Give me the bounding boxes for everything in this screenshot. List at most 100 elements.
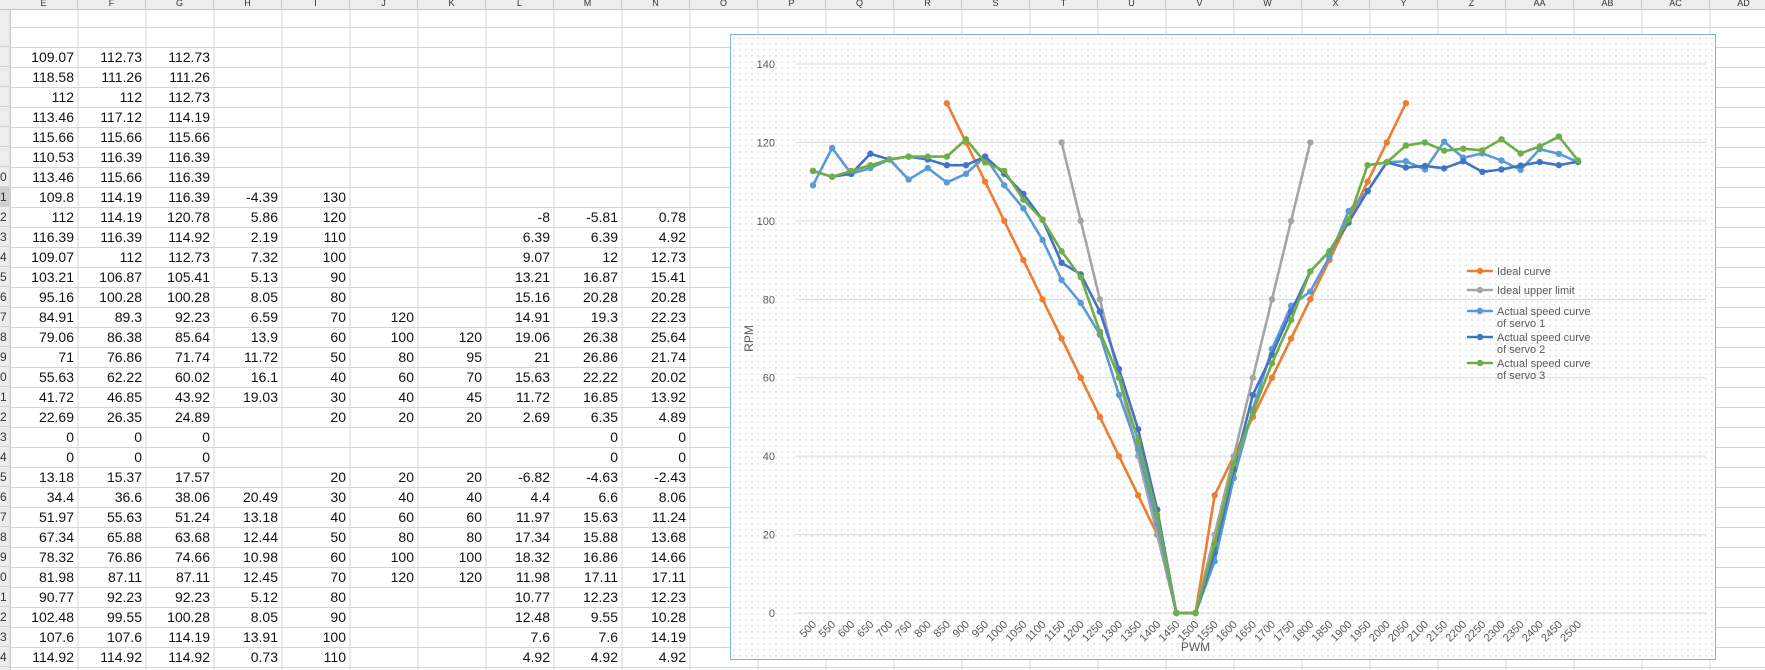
cell-l-row-14[interactable]: 14.91 <box>514 309 550 325</box>
row-header[interactable]: 8 <box>0 527 10 547</box>
row-header[interactable]: 9 <box>0 347 10 367</box>
row-header[interactable]: 2 <box>0 207 10 227</box>
cell-i-row-17[interactable]: 40 <box>330 369 346 385</box>
cell-g-row-9[interactable]: 120.78 <box>167 209 210 225</box>
cell-g-row-16[interactable]: 71.74 <box>174 349 210 365</box>
cell-l-row-27[interactable]: 11.98 <box>516 569 550 585</box>
cell-g-row-24[interactable]: 51.24 <box>174 509 210 525</box>
cell-h-row-27[interactable]: 12.45 <box>242 569 278 585</box>
cell-g-row-20[interactable]: 0 <box>202 429 210 445</box>
cell-i-row-8[interactable]: 130 <box>322 189 346 205</box>
row-header[interactable]: 7 <box>0 507 10 527</box>
cell-g-row-28[interactable]: 92.23 <box>174 589 210 605</box>
column-header-r[interactable]: R <box>894 0 962 9</box>
column-header-i[interactable]: I <box>282 0 350 9</box>
cell-e-row-29[interactable]: 102.48 <box>31 609 74 625</box>
cell-k-row-18[interactable]: 45 <box>466 389 482 405</box>
cell-m-row-21[interactable]: 0 <box>610 449 618 465</box>
cell-g-row-14[interactable]: 92.23 <box>174 309 210 325</box>
column-header-j[interactable]: J <box>350 0 418 9</box>
row-header[interactable] <box>0 67 10 87</box>
cell-f-row-28[interactable]: 92.23 <box>106 589 142 605</box>
cell-e-row-11[interactable]: 109.07 <box>31 249 74 265</box>
cell-l-row-29[interactable]: 12.48 <box>514 609 550 625</box>
cell-m-row-17[interactable]: 22.22 <box>582 369 618 385</box>
cell-g-row-15[interactable]: 85.64 <box>174 329 210 345</box>
cell-h-row-17[interactable]: 16.1 <box>250 369 278 385</box>
cell-h-row-12[interactable]: 5.13 <box>250 269 278 285</box>
cell-n-row-17[interactable]: 20.02 <box>650 369 686 385</box>
cell-f-row-12[interactable]: 106.87 <box>99 269 142 285</box>
row-header[interactable]: 6 <box>0 287 10 307</box>
cell-k-row-26[interactable]: 100 <box>458 549 482 565</box>
cell-h-row-25[interactable]: 12.44 <box>242 529 278 545</box>
cell-e-row-17[interactable]: 55.63 <box>38 369 74 385</box>
cell-i-row-30[interactable]: 100 <box>322 629 346 645</box>
cell-f-row-15[interactable]: 86.38 <box>106 329 142 345</box>
cell-f-row-27[interactable]: 87.11 <box>108 569 142 585</box>
cell-j-row-15[interactable]: 100 <box>390 329 414 345</box>
cell-g-row-3[interactable]: 112.73 <box>168 89 210 105</box>
rpm-vs-pwm-chart[interactable]: 0 20 40 60 80 100 120 140 500 550 600 650 700 750 800 8… <box>730 34 1716 660</box>
cell-m-row-29[interactable]: 9.55 <box>590 609 618 625</box>
cell-m-row-30[interactable]: 7.6 <box>598 629 618 645</box>
row-header[interactable] <box>0 47 10 67</box>
cell-k-row-22[interactable]: 20 <box>466 469 482 485</box>
cell-n-row-23[interactable]: 8.06 <box>658 489 686 505</box>
cell-k-row-15[interactable]: 120 <box>458 329 482 345</box>
cell-m-row-31[interactable]: 4.92 <box>590 649 618 665</box>
cell-h-row-24[interactable]: 13.18 <box>242 509 278 525</box>
cell-h-row-18[interactable]: 19.03 <box>242 389 278 405</box>
cell-f-row-2[interactable]: 111.26 <box>101 69 142 85</box>
cell-j-row-16[interactable]: 80 <box>398 349 414 365</box>
cell-k-row-25[interactable]: 80 <box>466 529 482 545</box>
row-header[interactable]: 0 <box>0 367 10 387</box>
cell-e-row-23[interactable]: 34.4 <box>46 489 74 505</box>
cell-e-row-27[interactable]: 81.98 <box>38 569 74 585</box>
cell-f-row-31[interactable]: 114.92 <box>100 649 142 665</box>
row-header[interactable] <box>0 147 10 167</box>
cell-h-row-16[interactable]: 11.72 <box>244 349 278 365</box>
cell-i-row-16[interactable]: 50 <box>330 349 346 365</box>
cell-l-row-11[interactable]: 9.07 <box>522 249 550 265</box>
cell-n-row-13[interactable]: 20.28 <box>650 289 686 305</box>
cell-g-row-2[interactable]: 111.26 <box>169 69 210 85</box>
cell-g-row-23[interactable]: 38.06 <box>174 489 210 505</box>
cell-i-row-22[interactable]: 20 <box>330 469 346 485</box>
cell-n-row-9[interactable]: 0.78 <box>658 209 686 225</box>
row-header[interactable]: 6 <box>0 487 10 507</box>
row-header[interactable]: 5 <box>0 467 10 487</box>
cell-n-row-11[interactable]: 12.73 <box>650 249 686 265</box>
row-header[interactable]: 0 <box>0 167 10 187</box>
row-header[interactable]: 3 <box>0 427 10 447</box>
cell-l-row-17[interactable]: 15.63 <box>514 369 550 385</box>
cell-n-row-19[interactable]: 4.89 <box>658 409 686 425</box>
cell-l-row-23[interactable]: 4.4 <box>530 489 550 505</box>
column-header-ad[interactable]: AD <box>1710 0 1765 9</box>
cell-n-row-29[interactable]: 10.28 <box>650 609 686 625</box>
row-header[interactable]: 2 <box>0 407 10 427</box>
column-header-l[interactable]: L <box>486 0 554 9</box>
cell-j-row-18[interactable]: 40 <box>398 389 414 405</box>
cell-n-row-24[interactable]: 11.24 <box>652 509 686 525</box>
cell-m-row-25[interactable]: 15.88 <box>582 529 618 545</box>
cell-j-row-17[interactable]: 60 <box>398 369 414 385</box>
cell-g-row-1[interactable]: 112.73 <box>168 49 210 65</box>
cell-f-row-16[interactable]: 76.86 <box>106 349 142 365</box>
cell-f-row-29[interactable]: 99.55 <box>106 609 142 625</box>
cell-m-row-27[interactable]: 17.11 <box>584 569 618 585</box>
row-header[interactable]: 1 <box>0 587 10 607</box>
cell-g-row-30[interactable]: 114.19 <box>168 629 210 645</box>
cell-g-row-21[interactable]: 0 <box>202 449 210 465</box>
cell-l-row-19[interactable]: 2.69 <box>522 409 550 425</box>
cell-i-row-18[interactable]: 30 <box>330 389 346 405</box>
cell-e-row-30[interactable]: 107.6 <box>38 629 74 645</box>
cell-n-row-15[interactable]: 25.64 <box>650 329 686 345</box>
cell-g-row-5[interactable]: 115.66 <box>168 129 210 145</box>
cell-l-row-28[interactable]: 10.77 <box>514 589 550 605</box>
cell-f-row-30[interactable]: 107.6 <box>106 629 142 645</box>
cell-f-row-13[interactable]: 100.28 <box>99 289 142 305</box>
cell-n-row-10[interactable]: 4.92 <box>658 229 686 245</box>
cell-m-row-13[interactable]: 20.28 <box>582 289 618 305</box>
cell-i-row-29[interactable]: 90 <box>330 609 346 625</box>
